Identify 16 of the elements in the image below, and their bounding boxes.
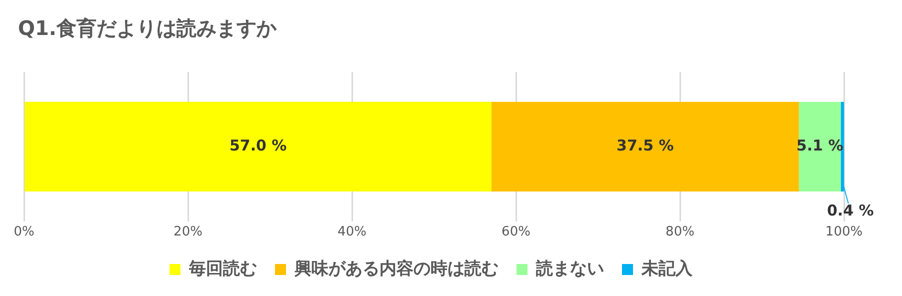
- data-label: 57.0 %: [229, 136, 287, 155]
- chart-title: Q1.食育だよりは読みますか: [18, 16, 278, 40]
- bar: [491, 102, 799, 192]
- x-tick-label: 100%: [825, 224, 863, 240]
- legend-label: 読まない: [535, 258, 604, 279]
- x-tick-label: 60%: [502, 224, 530, 240]
- bar: [24, 102, 492, 192]
- x-tick-label: 20%: [174, 224, 202, 240]
- data-label: 37.5 %: [616, 136, 674, 155]
- data-label: 0.4 %: [826, 201, 874, 220]
- legend-label: 毎回読む: [188, 258, 257, 279]
- legend-label: 興味がある内容の時は読む: [294, 258, 498, 279]
- x-tick-label: 40%: [338, 224, 366, 240]
- x-tick-label: 0%: [14, 224, 34, 240]
- x-tick-label: 80%: [666, 224, 694, 240]
- legend-label: 未記入: [640, 258, 694, 279]
